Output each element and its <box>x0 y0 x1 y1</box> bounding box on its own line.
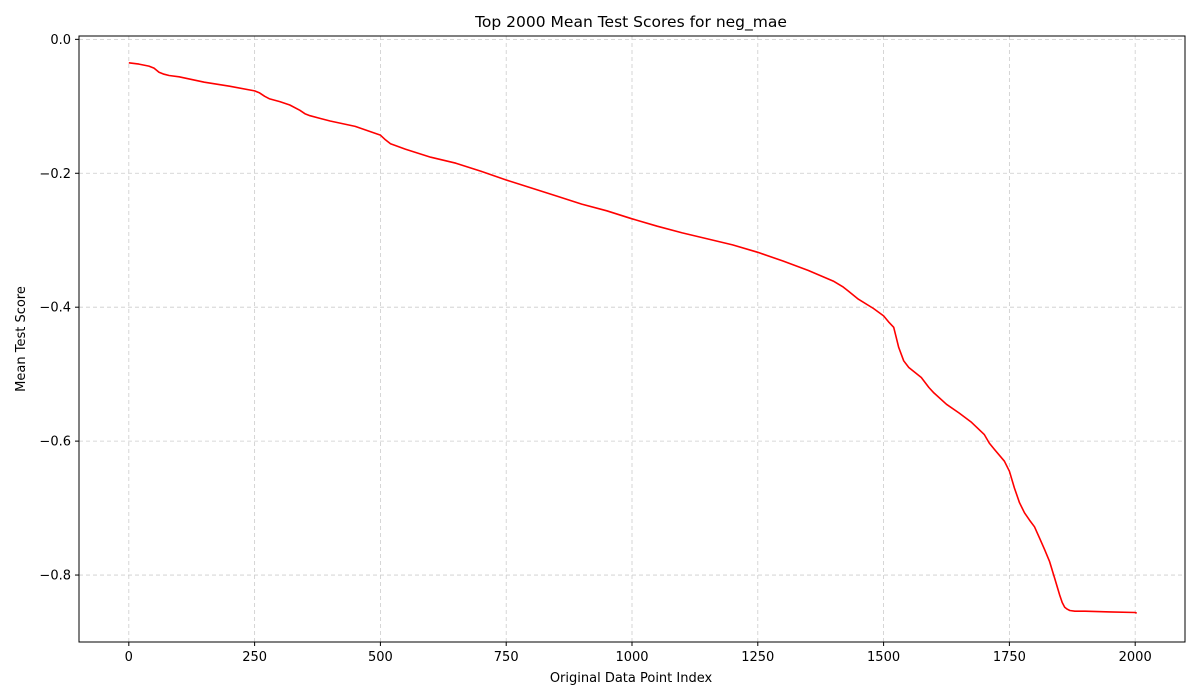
y-tick-label: −0.4 <box>39 301 71 316</box>
x-tick-label: 1250 <box>741 650 774 665</box>
x-tick-label: 0 <box>125 650 133 665</box>
series-line-0 <box>128 62 1138 614</box>
y-axis-label: Mean Test Score <box>14 286 29 392</box>
grid <box>79 36 1185 642</box>
x-tick-label: 750 <box>494 650 519 665</box>
chart-title: Top 2000 Mean Test Scores for neg_mae <box>474 13 787 32</box>
x-tick-label: 500 <box>368 650 393 665</box>
series-layer <box>128 62 1138 614</box>
x-tick-label: 250 <box>242 650 267 665</box>
y-tick-label: 0.0 <box>50 33 71 48</box>
y-tick-label: −0.6 <box>39 435 71 450</box>
y-tick-label: −0.8 <box>39 569 71 584</box>
x-axis-label: Original Data Point Index <box>550 671 713 686</box>
x-tick-label: 1000 <box>615 650 648 665</box>
x-tick-label: 2000 <box>1119 650 1152 665</box>
ticks: 0 250 500 750 1000 1250 1500 1750 2000 0.0 −0.2 −0.… <box>39 33 1151 665</box>
y-tick-label: −0.2 <box>39 167 71 182</box>
x-tick-label: 1750 <box>993 650 1026 665</box>
x-tick-label: 1500 <box>867 650 900 665</box>
